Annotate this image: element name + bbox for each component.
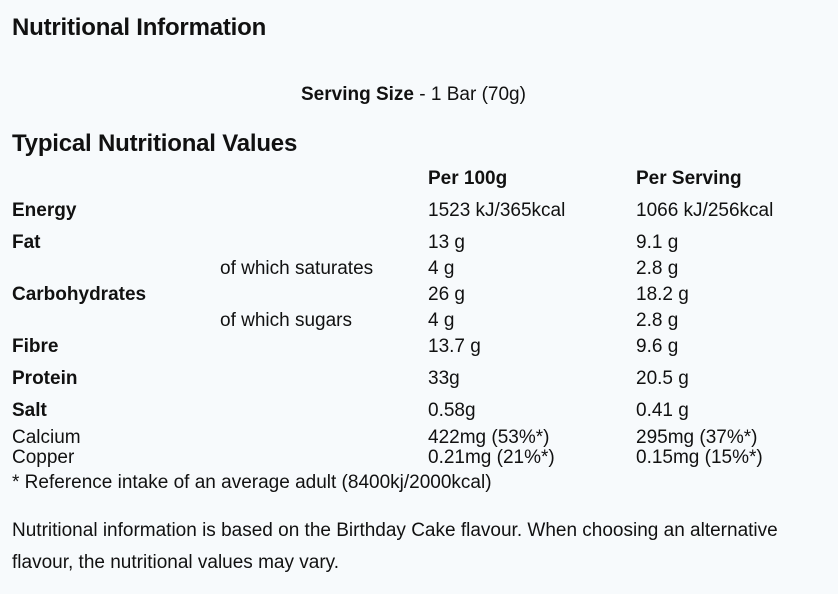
value-per-serving: 0.41 g: [636, 400, 689, 421]
value-per-100g: 0.58g: [428, 400, 476, 421]
flavour-footnote: Nutritional information is based on the …: [12, 520, 778, 573]
value-per-serving: 2.8 g: [636, 310, 679, 331]
value-per-serving: 9.1 g: [636, 232, 679, 253]
table-heading: Typical Nutritional Values: [12, 130, 298, 157]
value-per-serving: 2.8 g: [636, 258, 679, 279]
nutrient-subname: of which sugars: [220, 310, 353, 331]
nutrient-name: Fat: [12, 232, 41, 253]
value-per-serving: 1066 kJ/256kcal: [636, 200, 774, 221]
column-header-per-serving: Per Serving: [636, 168, 742, 189]
reference-intake-note: * Reference intake of an average adult (…: [12, 472, 492, 493]
nutrient-name: Fibre: [12, 336, 59, 357]
column-header-per-100g: Per 100g: [428, 168, 508, 189]
nutrient-subname: of which saturates: [220, 258, 374, 279]
value-per-100g: 26 g: [428, 284, 465, 305]
value-per-serving: 20.5 g: [636, 368, 689, 389]
value-per-serving: 295mg (37%*): [636, 427, 758, 448]
value-per-100g: 4 g: [428, 310, 455, 331]
value-per-100g: 4 g: [428, 258, 455, 279]
serving-size-separator: -: [419, 84, 426, 105]
value-per-serving: 18.2 g: [636, 284, 689, 305]
nutrient-name: Protein: [12, 368, 78, 389]
serving-size: Serving Size - 1 Bar (70g): [301, 84, 526, 106]
nutrient-name: Copper: [12, 447, 75, 468]
value-per-100g: 33g: [428, 368, 460, 389]
value-per-100g: 13 g: [428, 232, 465, 253]
serving-size-label: Serving Size: [301, 84, 414, 105]
nutrient-name: Calcium: [12, 427, 81, 448]
value-per-100g: 13.7 g: [428, 336, 481, 357]
value-per-100g: 422mg (53%*): [428, 427, 550, 448]
nutrient-name: Salt: [12, 400, 47, 421]
value-per-100g: 1523 kJ/365kcal: [428, 200, 566, 221]
value-per-100g: 0.21mg (21%*): [428, 447, 555, 468]
nutrient-name: Carbohydrates: [12, 284, 147, 305]
serving-size-value: 1 Bar (70g): [430, 84, 526, 105]
value-per-serving: 0.15mg (15%*): [636, 447, 763, 468]
value-per-serving: 9.6 g: [636, 336, 679, 357]
page-title: Nutritional Information: [12, 14, 267, 41]
nutrient-name: Energy: [12, 200, 77, 221]
